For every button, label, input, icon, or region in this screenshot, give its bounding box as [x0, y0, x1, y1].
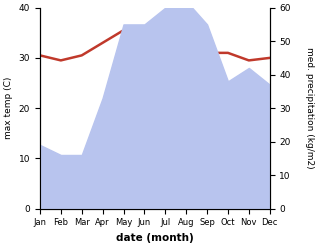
Y-axis label: med. precipitation (kg/m2): med. precipitation (kg/m2) [305, 47, 314, 169]
X-axis label: date (month): date (month) [116, 233, 194, 243]
Y-axis label: max temp (C): max temp (C) [4, 77, 13, 139]
